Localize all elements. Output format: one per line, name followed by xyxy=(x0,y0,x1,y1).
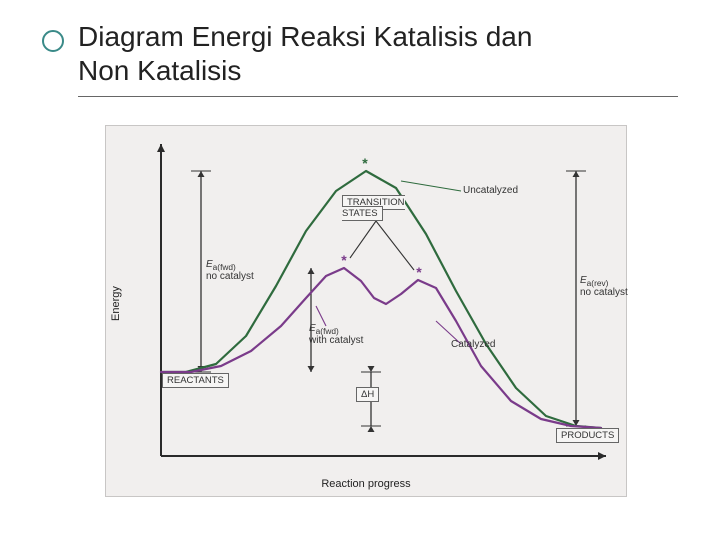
label-transition-states: TRANSITIONSTATES xyxy=(342,198,405,219)
x-axis-label: Reaction progress xyxy=(106,478,626,490)
svg-text:*: * xyxy=(362,155,368,171)
energy-diagram-svg: * * * xyxy=(106,126,626,496)
slide-title: Diagram Energi Reaksi Katalisis dan Non … xyxy=(78,20,532,87)
title-bullet-icon xyxy=(42,30,64,52)
title-underline xyxy=(78,96,678,97)
label-ea-rev-nocat-lbl: Ea(rev)no catalyst xyxy=(580,276,628,298)
title-line2: Non Katalisis xyxy=(78,55,241,86)
label-catalyzed: Catalyzed xyxy=(451,340,495,351)
label-ea-fwd-cat-lbl: Ea(fwd)with catalyst xyxy=(309,324,363,346)
title-line1: Diagram Energi Reaksi Katalisis dan xyxy=(78,21,532,52)
label-products: PRODUCTS xyxy=(556,431,619,442)
label-reactants: REACTANTS xyxy=(162,376,229,387)
svg-text:*: * xyxy=(341,252,347,268)
label-uncatalyzed: Uncatalyzed xyxy=(463,186,518,197)
label-ea-fwd-nocat-lbl: Ea(fwd)no catalyst xyxy=(206,260,254,282)
svg-text:*: * xyxy=(416,264,422,280)
y-axis-label: Energy xyxy=(110,286,122,321)
label-deltaH: ΔH xyxy=(356,390,379,401)
energy-diagram-figure: * * * Energy Reaction progress TRANSITIONS… xyxy=(105,125,627,497)
